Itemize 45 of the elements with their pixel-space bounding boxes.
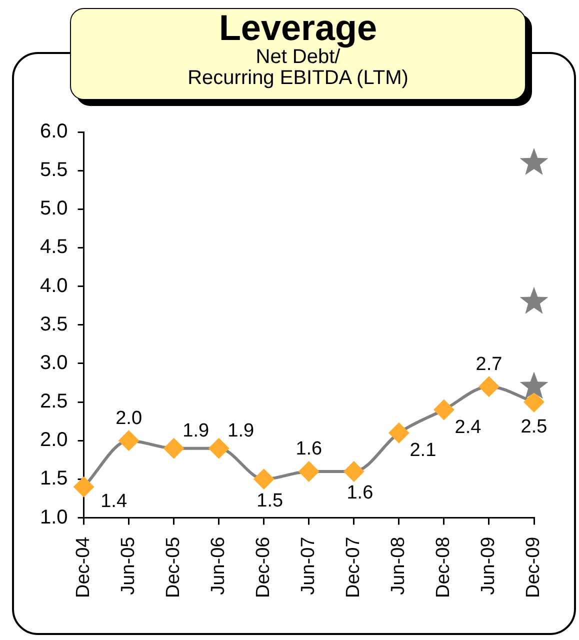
y-tick-label: 4.5 xyxy=(40,236,68,258)
x-tick-label: Jun-05 xyxy=(118,536,140,595)
x-tick-label: Jun-06 xyxy=(208,536,230,595)
data-label: 1.6 xyxy=(346,482,374,504)
y-tick-label: 3.5 xyxy=(40,313,68,336)
y-tick-label: 5.5 xyxy=(40,159,68,182)
point xyxy=(163,438,184,459)
y-tick-label: 1.0 xyxy=(40,506,68,528)
point xyxy=(118,430,140,452)
data-label: 2.7 xyxy=(476,354,502,375)
data-label: 1.5 xyxy=(256,490,284,512)
x-tick-label: Dec-07 xyxy=(343,536,364,598)
point xyxy=(208,438,230,459)
y-tick-label: 5.0 xyxy=(40,198,68,220)
data-label: 2.1 xyxy=(410,440,436,462)
point xyxy=(524,392,544,413)
x-tick-label: Jun-09 xyxy=(478,536,500,595)
point xyxy=(253,468,274,490)
point xyxy=(298,460,320,482)
data-label: 2.5 xyxy=(520,416,548,438)
x-tick-label: Dec-05 xyxy=(163,536,184,598)
data-label: 1.6 xyxy=(296,438,322,460)
data-label: 2.4 xyxy=(454,416,482,438)
chart-title: Leverage xyxy=(218,7,378,48)
point xyxy=(388,422,410,444)
point xyxy=(343,460,364,482)
data-label: 1.9 xyxy=(182,420,210,442)
x-tick-label: Dec-04 xyxy=(73,536,94,598)
x-tick-label: Jun-08 xyxy=(388,536,410,595)
x-tick-label: Jun-07 xyxy=(298,536,320,595)
y-tick-label: 2.5 xyxy=(40,390,68,413)
x-tick-label: Dec-06 xyxy=(253,536,274,598)
y-tick-label: 1.5 xyxy=(40,468,68,490)
point xyxy=(433,399,454,420)
y-tick-label: 4.0 xyxy=(40,274,68,297)
y-tick-label: 3.0 xyxy=(40,352,68,374)
data-label: 1.9 xyxy=(228,420,254,442)
x-tick-label: Dec-08 xyxy=(433,536,454,598)
data-label: 1.4 xyxy=(100,491,128,512)
y-tick-label: 6.0 xyxy=(40,120,68,143)
point xyxy=(478,376,500,398)
y-tick-label: 2.0 xyxy=(40,429,68,452)
x-tick-label: Dec-09 xyxy=(523,536,544,598)
point xyxy=(73,476,94,498)
data-label: 2.0 xyxy=(116,408,142,429)
